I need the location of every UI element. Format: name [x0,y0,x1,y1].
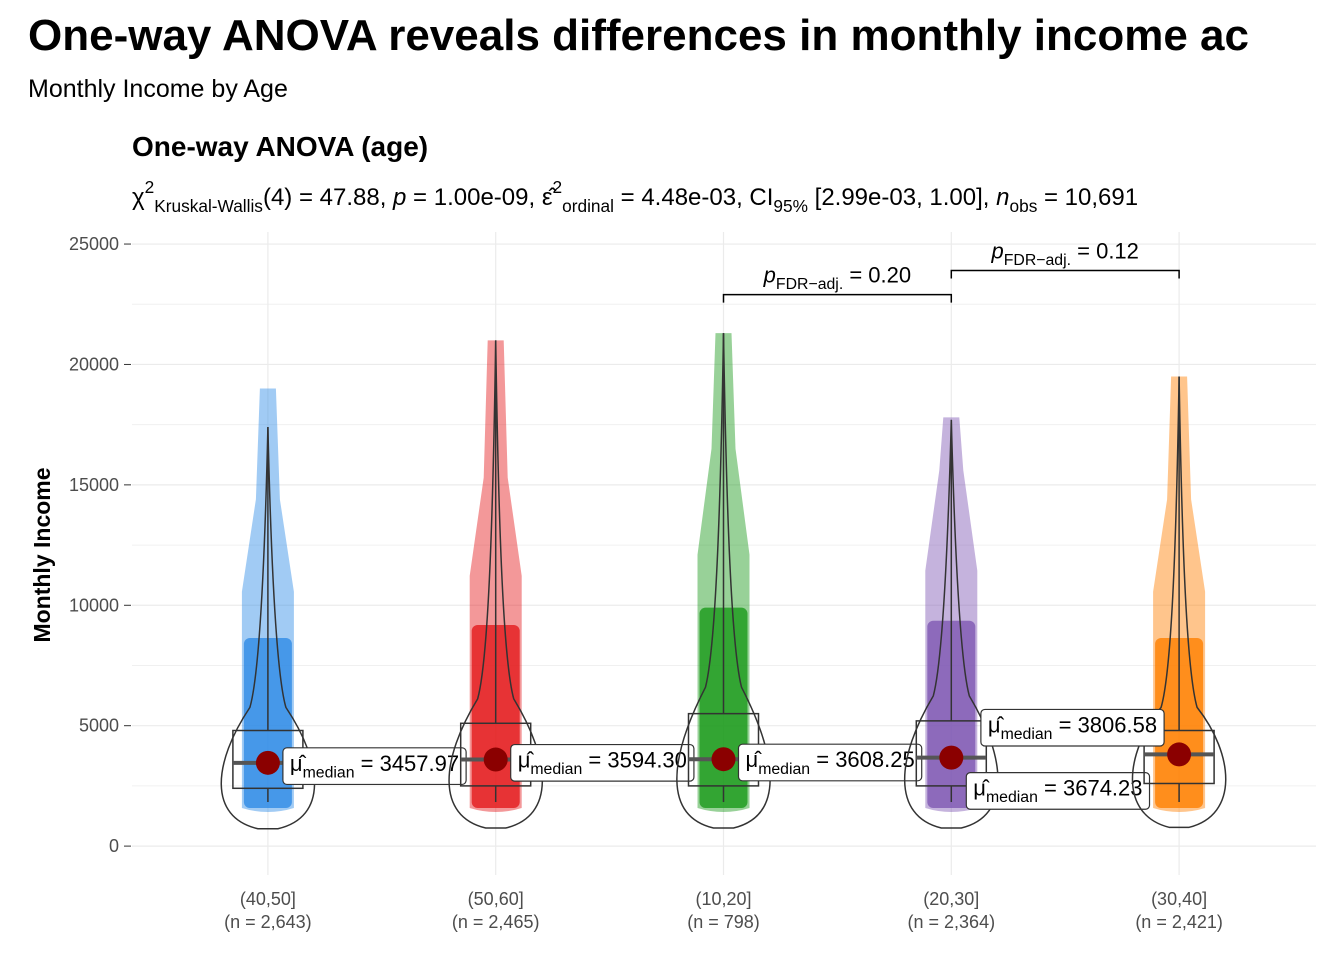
rich-text-part: median [303,764,355,781]
rich-text-part: μ̂ [746,747,763,772]
rich-text-part: χ [132,184,145,211]
y-tick-label: 15000 [69,475,119,495]
plot-title: One-way ANOVA (age) [132,131,428,162]
x-tick-n: (n = 2,465) [452,912,540,932]
median-label: μ̂median = 3457.97 [282,747,467,786]
rich-text-part: = [1038,776,1063,801]
violin [448,340,544,829]
y-tick-label: 20000 [69,354,119,374]
median-point [483,747,508,772]
violin [676,333,771,829]
rich-text-part: FDR−adj. [776,276,843,293]
box [1143,729,1215,785]
median-label-text: μ̂median = 3594.30 [518,748,687,779]
rich-text-part: median [530,761,582,778]
rich-text-part: = 1.00e-09, [406,184,541,211]
rich-text-part: = 4.48e-03, CI [614,184,773,211]
rich-text-part: μ̂ [518,748,535,773]
median-label-box [510,743,695,782]
rich-text-part: = [1052,712,1077,737]
rich-text-part: obs [1009,196,1037,216]
median-label: μ̂median = 3806.58 [980,708,1165,747]
rich-text-part: μ̂ [973,776,990,801]
median-label-text: μ̂median = 3806.58 [988,712,1157,743]
chart-title: One-way ANOVA reveals differences in mon… [28,11,1249,60]
median-label-value: 3594.30 [607,748,687,773]
rich-text-part: ordinal [562,196,614,216]
rich-text-part: = [582,748,607,773]
x-tick-n: (n = 2,643) [224,912,312,932]
violin [903,419,999,829]
median-label-box [282,747,467,786]
x-tick-label: (20,30] [923,889,979,909]
rich-text-part: median [758,761,810,778]
median-label-value: 3674.23 [1063,776,1143,801]
median-label-value: 3806.58 [1078,712,1158,737]
rich-text-part: FDR−adj. [1004,252,1071,269]
median-label: μ̂median = 3674.23 [965,772,1151,810]
median-label-box [965,772,1151,810]
bracket-label: pFDR−adj. = 0.20 [763,263,911,294]
median-label-text: μ̂median = 3608.25 [746,747,915,778]
rich-text-part: median [1001,726,1053,743]
rich-text-part: μ̂ [290,751,307,776]
rich-text-part: μ̂ [988,712,1005,737]
x-tick-n: (n = 798) [687,912,760,932]
violin [1131,376,1227,829]
median-label-text: μ̂median = 3457.97 [290,751,459,782]
rich-text-part: = [355,751,380,776]
y-tick-label: 0 [109,836,119,856]
median-label-box [737,743,923,782]
x-tick-n: (n = 2,364) [908,912,996,932]
rich-text-part: p [990,239,1003,264]
median-label-value: 3457.97 [380,751,460,776]
y-axis-label: Monthly Income [29,467,55,642]
rich-text-part: p [763,263,776,288]
rich-text-part: n [996,184,1009,211]
median-point [711,747,736,772]
median-label-value: 3608.25 [835,747,915,772]
y-tick-label: 5000 [79,716,119,736]
rich-text-part: p [392,184,406,211]
x-tick-label: (10,20] [695,889,751,909]
median-point [1167,742,1192,767]
median-label-box [980,708,1165,747]
violin [220,427,316,830]
median-label: μ̂median = 3608.25 [737,743,923,782]
bracket-label: pFDR−adj. = 0.12 [990,239,1138,270]
rich-text-part: 95% [773,196,808,216]
x-tick-label: (30,40] [1151,889,1207,909]
rich-text-part: [2.99e-03, 1.00], [808,184,996,211]
chart-subtitle: Monthly Income by Age [28,75,288,103]
significance-bracket [950,269,1180,279]
y-tick-label: 10000 [69,595,119,615]
x-tick-n: (n = 2,421) [1135,912,1223,932]
y-tick-label: 25000 [69,234,119,254]
median-point [255,750,280,775]
rich-text-part: = 10,691 [1037,184,1138,211]
rich-text-part: = [810,747,835,772]
stats-subtitle: χ2Kruskal-Wallis(4) = 47.88, p = 1.00e-0… [132,177,1138,216]
rich-text-part: 2 [145,177,155,197]
rich-text-part: Kruskal-Wallis [154,196,263,216]
rich-text-part: median [986,789,1038,806]
median-label-text: μ̂median = 3674.23 [973,776,1142,807]
x-tick-label: (40,50] [240,889,296,909]
rich-text-part: (4) = 47.88, [263,184,393,211]
significance-bracket [722,293,953,303]
median-point [939,745,964,770]
box [915,720,988,787]
rich-text-part: 2 [553,177,563,197]
rich-text-part: = 0.12 [1071,239,1139,264]
x-tick-label: (50,60] [468,889,524,909]
rich-text-part: = 0.20 [843,263,911,288]
median-label: μ̂median = 3594.30 [510,743,695,782]
